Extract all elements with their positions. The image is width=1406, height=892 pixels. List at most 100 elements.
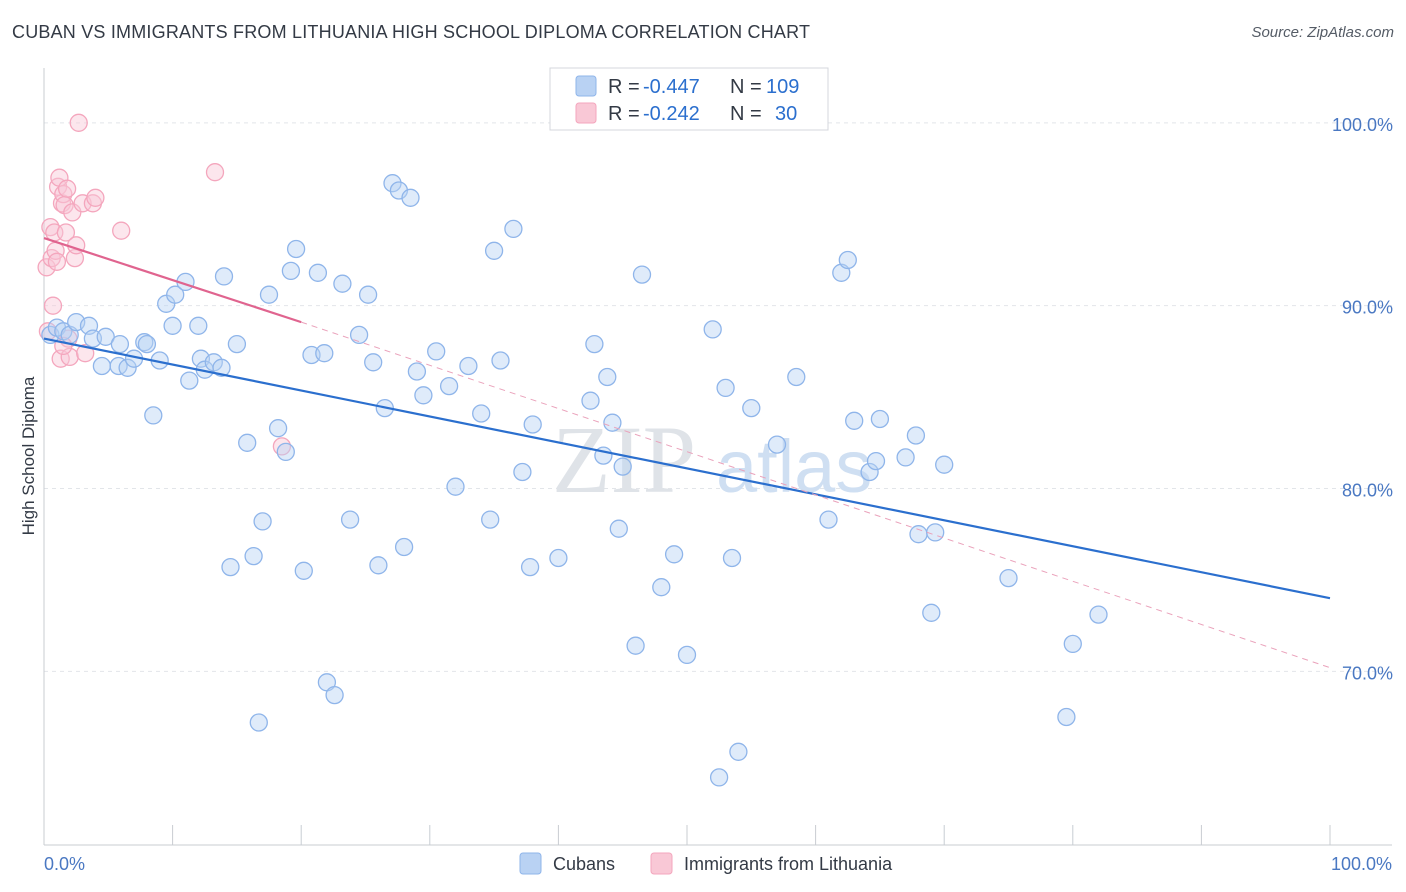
point-cubans bbox=[407, 362, 427, 381]
point-cubans bbox=[253, 512, 272, 531]
point-cubans bbox=[414, 386, 433, 405]
point-cubans bbox=[166, 285, 185, 304]
point-cubans bbox=[349, 325, 369, 345]
point-cubans bbox=[609, 519, 628, 538]
point-cubans bbox=[819, 510, 838, 529]
point-cubans bbox=[484, 241, 504, 260]
point-cubans bbox=[383, 174, 402, 193]
point-cubans bbox=[221, 557, 240, 577]
point-cubans bbox=[722, 548, 742, 568]
point-lithuania bbox=[69, 113, 88, 132]
point-cubans bbox=[549, 548, 568, 568]
legend-n-value-lithuania: 30 bbox=[775, 103, 797, 125]
point-cubans bbox=[214, 267, 234, 286]
point-cubans bbox=[935, 455, 954, 474]
point-cubans bbox=[491, 351, 510, 370]
legend-swatch-cubans bbox=[575, 75, 597, 97]
point-cubans bbox=[481, 510, 500, 529]
point-cubans bbox=[92, 356, 112, 376]
point-lithuania bbox=[37, 258, 56, 277]
point-cubans bbox=[742, 398, 761, 418]
point-cubans bbox=[286, 239, 306, 259]
point-cubans bbox=[96, 327, 115, 346]
point-cubans bbox=[358, 285, 378, 304]
point-cubans bbox=[189, 316, 208, 335]
point-cubans bbox=[238, 433, 257, 452]
source-label: Source: ZipAtlas.com bbox=[1251, 24, 1394, 41]
point-cubans bbox=[632, 265, 652, 284]
point-cubans bbox=[446, 477, 465, 496]
point-cubans bbox=[709, 768, 729, 787]
point-cubans bbox=[926, 523, 945, 542]
point-cubans bbox=[459, 356, 478, 376]
point-cubans bbox=[716, 378, 735, 398]
point-cubans bbox=[180, 371, 199, 390]
point-cubans bbox=[664, 545, 684, 564]
point-cubans bbox=[787, 367, 806, 387]
bottom-legend-label-lithuania: Immigrants from Lithuania bbox=[684, 854, 893, 874]
bottom-legend-label-cubans: Cubans bbox=[553, 854, 615, 874]
point-cubans bbox=[581, 391, 600, 410]
point-lithuania bbox=[112, 221, 131, 240]
bottom-legend-swatch-cubans bbox=[519, 852, 542, 875]
point-cubans bbox=[244, 546, 263, 566]
bottom-legend-swatch-lithuania bbox=[650, 852, 673, 875]
point-cubans bbox=[896, 448, 915, 467]
y-axis-label: High School Diploma bbox=[19, 376, 38, 535]
point-lithuania bbox=[43, 296, 63, 315]
legend-r-label-lithuania: R = bbox=[608, 103, 640, 125]
point-cubans bbox=[212, 358, 231, 377]
point-cubans bbox=[520, 557, 540, 577]
point-cubans bbox=[729, 742, 748, 761]
point-cubans bbox=[703, 320, 722, 339]
point-cubans bbox=[333, 274, 352, 293]
point-cubans bbox=[118, 358, 137, 377]
point-cubans bbox=[294, 561, 313, 580]
y-tick-label: 90.0% bbox=[1342, 298, 1393, 318]
point-cubans bbox=[838, 250, 857, 270]
point-cubans bbox=[1057, 707, 1076, 727]
point-cubans bbox=[109, 356, 128, 376]
point-lithuania bbox=[57, 179, 77, 198]
point-cubans bbox=[1063, 634, 1082, 654]
legend-r-label-cubans: R = bbox=[608, 76, 640, 98]
point-cubans bbox=[513, 462, 532, 482]
point-cubans bbox=[268, 419, 288, 438]
point-cubans bbox=[227, 334, 247, 354]
legend-n-value-cubans: 109 bbox=[766, 76, 799, 98]
point-cubans bbox=[523, 415, 542, 434]
point-cubans bbox=[472, 404, 491, 423]
point-cubans bbox=[677, 645, 697, 665]
legend-n-label-lithuania: N = bbox=[730, 103, 762, 125]
bottom-legend: Cubans Immigrants from Lithuania bbox=[519, 852, 893, 875]
point-cubans bbox=[598, 367, 617, 387]
point-cubans bbox=[364, 353, 383, 372]
point-cubans bbox=[1089, 605, 1108, 624]
legend-n-label-cubans: N = bbox=[730, 76, 762, 98]
watermark-zip: ZIP bbox=[552, 406, 696, 513]
point-cubans bbox=[870, 409, 890, 429]
trend-extension-lithuania bbox=[301, 321, 1331, 669]
point-lithuania bbox=[63, 203, 82, 222]
point-cubans bbox=[401, 188, 420, 207]
point-cubans bbox=[922, 603, 941, 622]
point-cubans bbox=[767, 435, 787, 454]
point-cubans bbox=[369, 556, 388, 575]
point-cubans bbox=[626, 636, 645, 655]
point-cubans bbox=[340, 510, 360, 529]
point-cubans bbox=[315, 344, 334, 363]
point-cubans bbox=[845, 411, 864, 430]
legend-r-value-cubans: -0.447 bbox=[643, 76, 700, 98]
point-cubans bbox=[999, 568, 1018, 588]
x-tick-label-right: 100.0% bbox=[1331, 854, 1392, 874]
y-tick-label: 70.0% bbox=[1342, 663, 1393, 683]
point-cubans bbox=[439, 376, 459, 396]
point-lithuania bbox=[86, 188, 105, 207]
point-lithuania bbox=[47, 252, 67, 271]
point-cubans bbox=[906, 426, 926, 445]
point-lithuania bbox=[205, 163, 225, 182]
point-cubans bbox=[249, 713, 268, 732]
point-cubans bbox=[259, 285, 279, 304]
point-cubans bbox=[276, 442, 295, 462]
